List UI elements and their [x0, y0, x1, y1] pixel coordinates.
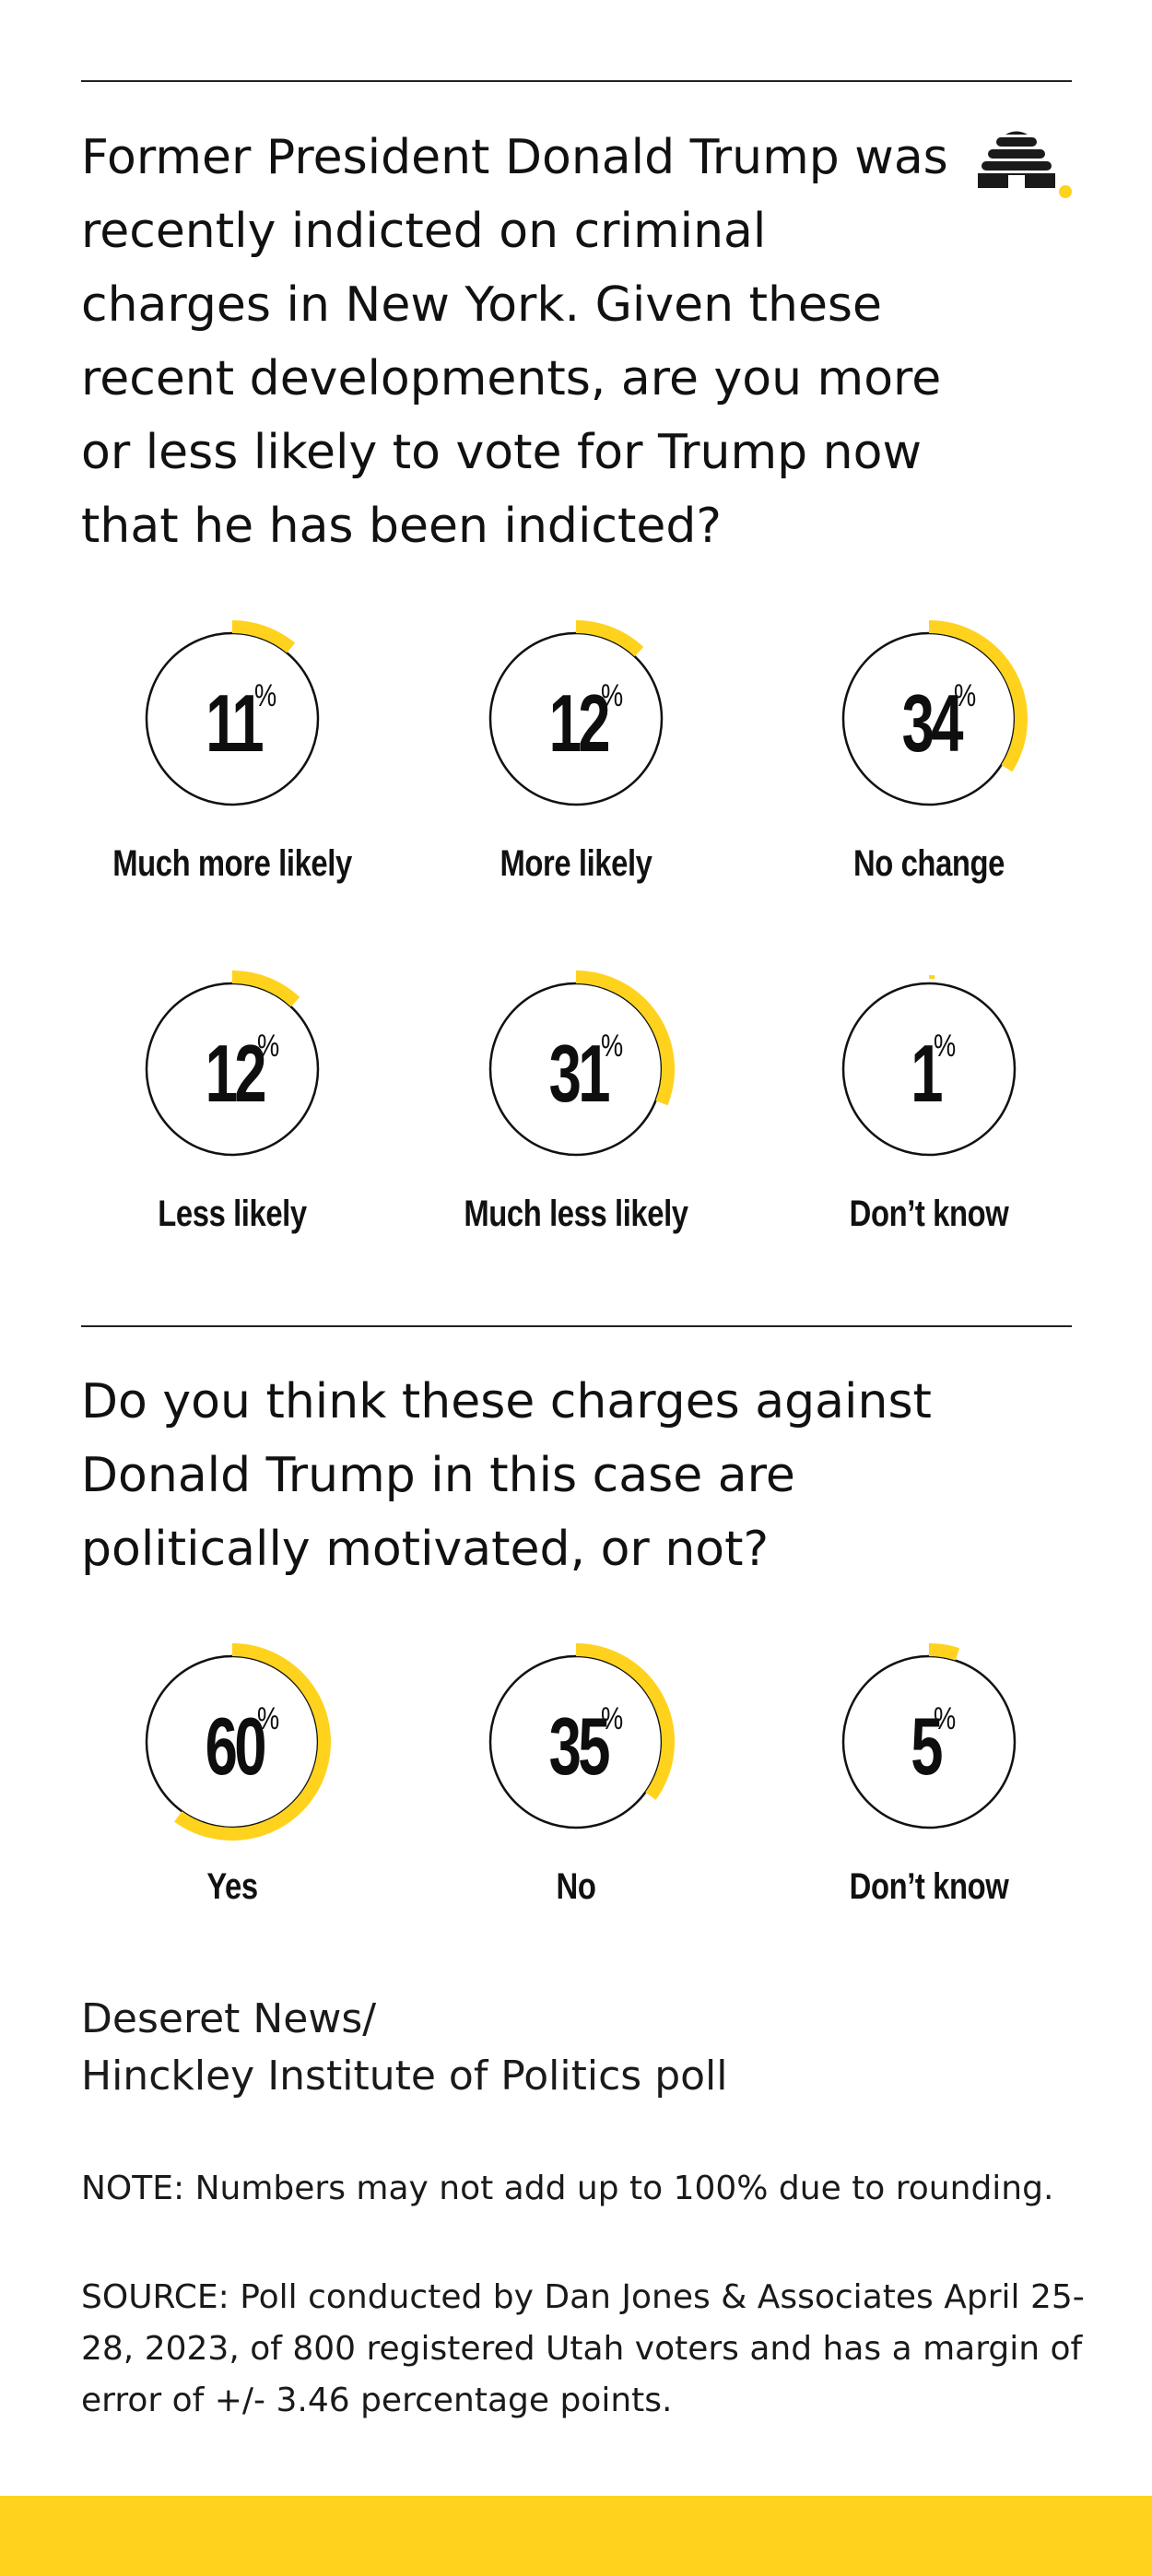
question-1-title: Former President Donald Trump was recent… [81, 130, 948, 554]
donut-outline [145, 631, 320, 806]
percent-sign: % [600, 1701, 624, 1736]
percent-value: 11 [206, 677, 264, 769]
percent-sign: % [600, 1029, 624, 1064]
donut-arc [231, 620, 296, 653]
rounding-note: NOTE: Numbers may not add up to 100% due… [81, 2170, 1054, 2207]
donut-outline [841, 1654, 1017, 1829]
percent-readout: 31% [484, 1028, 668, 1120]
donut-chart-much-less-likely: 31% Much less likely [438, 970, 714, 1272]
chart-label: Much less likely [464, 1194, 688, 1234]
donut-outline [145, 1654, 320, 1829]
donut-outline [841, 982, 1017, 1157]
percent-sign: % [254, 678, 277, 713]
donut-ring [841, 975, 1017, 1157]
percent-sign: % [600, 678, 624, 713]
percent-readout: 1% [837, 1028, 1021, 1120]
percent-value: 5 [911, 1700, 943, 1792]
source-note: SOURCE: Poll conducted by Dan Jones & As… [81, 2278, 1085, 2419]
chart-label: Much more likely [112, 843, 352, 884]
percent-value: 34 [901, 677, 964, 769]
donut-chart-no-change: 34% No change [791, 620, 1067, 922]
donut-arc [928, 1643, 960, 1661]
section-divider [81, 1325, 1072, 1327]
donut-arc [575, 970, 675, 1106]
percent-readout: 12% [484, 677, 668, 770]
percent-sign: % [256, 1029, 280, 1064]
donut-chart-no: 35% No [438, 1643, 714, 1945]
percent-readout: 60% [140, 1700, 324, 1793]
donut-chart-dont-know-2: 5% Don’t know [791, 1643, 1067, 1945]
donut-outline [488, 982, 664, 1157]
donut-chart-more-likely: 12% More likely [438, 620, 714, 922]
percent-value: 12 [548, 677, 611, 769]
percent-value: 35 [548, 1700, 611, 1792]
chart-label: No [556, 1866, 596, 1907]
chart-label: Don’t know [849, 1194, 1009, 1234]
donut-ring [488, 970, 675, 1157]
donut-ring [841, 1643, 1017, 1829]
percent-sign: % [953, 678, 977, 713]
chart-label: Yes [206, 1866, 258, 1907]
question-2-title: Do you think these charges against Donal… [81, 1374, 932, 1577]
chart-label: More likely [500, 843, 652, 884]
percent-readout: 34% [837, 677, 1021, 770]
poll-credit: Deseret News/ Hinckley Institute of Poli… [81, 1995, 728, 2100]
donut-outline [488, 631, 664, 806]
percent-readout: 5% [837, 1700, 1021, 1793]
percent-sign: % [256, 1701, 280, 1736]
percent-value: 1 [911, 1028, 943, 1119]
percent-value: 12 [205, 1028, 267, 1119]
chart-label: Don’t know [849, 1866, 1009, 1907]
donut-arc [928, 620, 1028, 772]
donut-arc [174, 1643, 331, 1841]
donut-ring [841, 620, 1028, 806]
footer-bar [0, 2496, 1152, 2576]
donut-chart-dont-know: 1% Don’t know [791, 975, 1067, 1272]
percent-readout: 12% [140, 1028, 324, 1120]
logo-dot [1059, 185, 1072, 198]
percent-sign: % [933, 1701, 957, 1736]
donut-ring [145, 970, 320, 1157]
donut-chart-yes: 60% Yes [94, 1643, 370, 1945]
donut-chart-less-likely: 12% Less likely [94, 970, 370, 1272]
percent-value: 31 [548, 1028, 611, 1119]
chart-label: No change [853, 843, 1005, 884]
donut-chart-much-more-likely: 11% Much more likely [94, 620, 370, 922]
donut-ring [145, 620, 320, 806]
donut-ring [145, 1643, 331, 1841]
donut-ring [488, 620, 664, 806]
top-divider [81, 80, 1072, 82]
donut-ring [488, 1643, 675, 1829]
percent-readout: 35% [484, 1700, 668, 1793]
donut-outline [145, 982, 320, 1157]
percent-sign: % [933, 1029, 957, 1064]
percent-value: 60 [205, 1700, 267, 1792]
donut-arc [575, 1643, 675, 1800]
donut-arc [575, 620, 644, 657]
donut-arc [231, 970, 300, 1007]
percent-readout: 11% [140, 677, 324, 770]
chart-label: Less likely [158, 1194, 307, 1234]
beehive-icon [978, 131, 1072, 198]
